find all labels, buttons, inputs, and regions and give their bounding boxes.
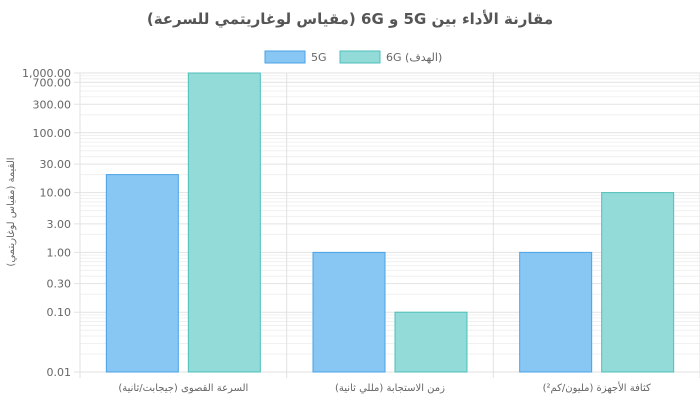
bar-5G-0[interactable] [105, 174, 179, 373]
y-tick-label: 0.30 [47, 278, 72, 291]
y-tick-label: 100.00 [33, 127, 72, 140]
legend[interactable]: 5G 6G (الهدف) [264, 50, 442, 64]
x-axis-ticks: السرعة القصوى (جيجابت/ثانية) زمن الاستجاب… [118, 381, 651, 394]
legend-swatch[interactable] [339, 50, 381, 64]
x-tick-label: السرعة القصوى (جيجابت/ثانية) [118, 383, 248, 394]
y-tick-label: 10.00 [40, 187, 72, 200]
y-tick-label: 0.01 [47, 366, 72, 379]
legend-label[interactable]: 6G (الهدف) [386, 51, 442, 64]
grid [74, 72, 700, 378]
legend-swatch[interactable] [264, 50, 306, 64]
y-tick-label: 1,000.00 [22, 67, 71, 80]
bar-6G-2[interactable] [601, 192, 675, 373]
chart-title: مقارنة الأداء بين 5G و 6G (مقياس لوغاريت… [147, 10, 553, 28]
y-tick-label: 300.00 [33, 98, 72, 111]
bar-6G-0[interactable] [187, 72, 261, 373]
y-tick-label: 700.00 [33, 76, 72, 89]
y-tick-label: 3.00 [47, 218, 72, 231]
y-axis-label: القيمة (مقياس لوغاريتمي) [6, 157, 17, 266]
bar-5G-2[interactable] [519, 251, 593, 373]
x-tick-label: زمن الاستجابة (مللي ثانية) [335, 383, 445, 394]
bar-5G-1[interactable] [312, 251, 386, 373]
y-tick-label: 0.10 [47, 306, 72, 319]
y-tick-label: 30.00 [40, 158, 72, 171]
y-tick-label: 1.00 [47, 246, 72, 259]
x-tick-label: كثافة الأجهزة (مليون/كم²) [543, 381, 651, 394]
bar-6G-1[interactable] [394, 311, 468, 373]
bars [105, 72, 675, 373]
legend-label[interactable]: 5G [311, 51, 327, 64]
